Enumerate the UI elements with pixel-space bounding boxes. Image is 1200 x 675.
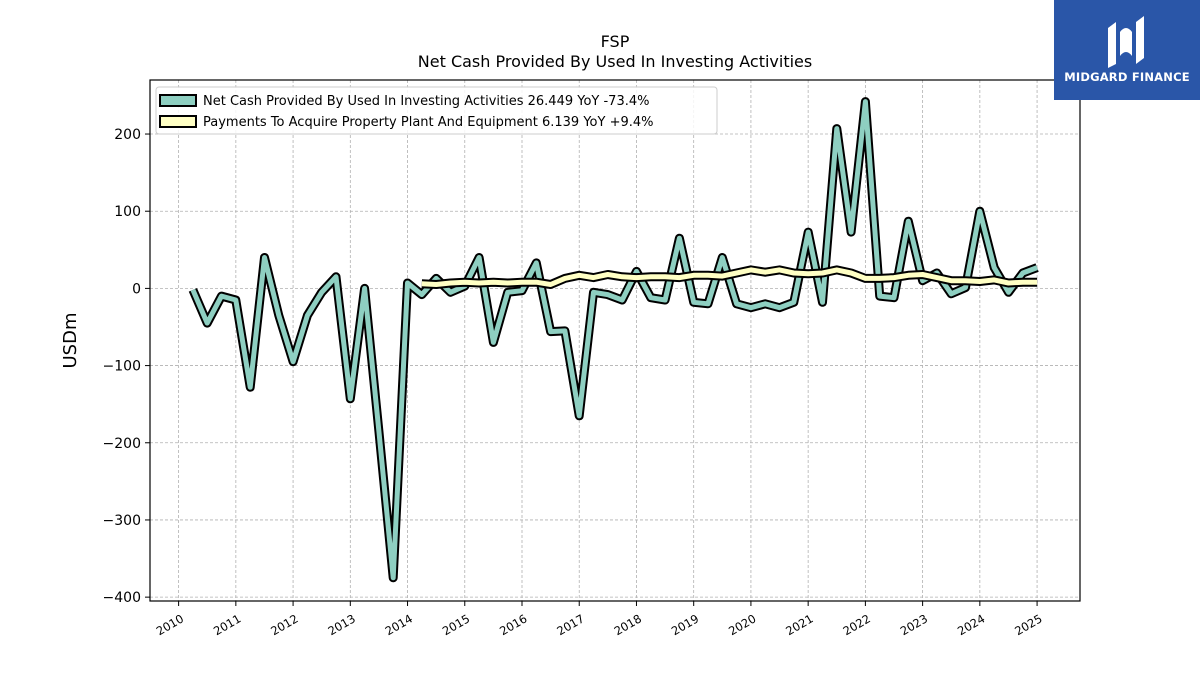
y-tick-label: 100: [114, 204, 141, 220]
series-line-0: [190, 99, 1038, 581]
x-tick-label: 2013: [325, 611, 357, 638]
x-tick-label: 2012: [268, 611, 300, 638]
x-tick-label: 2011: [211, 611, 243, 638]
brand-name: MIDGARD FINANCE: [1064, 70, 1190, 84]
x-tick-label: 2024: [955, 611, 987, 638]
brand-logo: MIDGARD FINANCE: [1054, 0, 1200, 100]
y-tick-label: 0: [132, 281, 141, 297]
chart-subtitle: Net Cash Provided By Used In Investing A…: [417, 52, 813, 71]
y-tick-label: −100: [103, 359, 141, 375]
plot-frame: [149, 79, 1081, 602]
y-tick-label: −200: [103, 436, 141, 452]
x-tick-label: 2016: [497, 611, 529, 638]
x-tick-label: 2015: [440, 611, 472, 638]
legend-swatch: [159, 94, 197, 107]
x-tick-label: 2014: [383, 611, 415, 638]
series-outline-0: [188, 97, 1039, 583]
legend-label: Net Cash Provided By Used In Investing A…: [203, 94, 649, 109]
legend-box: [155, 86, 718, 135]
legend-label: Payments To Acquire Property Plant And E…: [203, 115, 654, 130]
x-tick-label: 2019: [669, 611, 701, 638]
chart-title: FSP: [600, 32, 630, 51]
x-tick-label: 2025: [1012, 611, 1044, 638]
x-tick-label: 2018: [612, 611, 644, 638]
y-tick-label: −300: [103, 513, 141, 529]
x-tick-label: 2022: [841, 611, 873, 638]
y-tick-label: 200: [114, 127, 141, 143]
y-tick-label: −400: [103, 590, 141, 606]
legend-swatch: [159, 115, 197, 128]
y-axis-label: USDm: [60, 313, 81, 369]
series-line-1: [421, 267, 1038, 287]
x-tick-label: 2020: [726, 611, 758, 638]
legend: Net Cash Provided By Used In Investing A…: [155, 86, 718, 135]
x-tick-label: 2010: [154, 611, 186, 638]
x-tick-label: 2017: [554, 611, 586, 638]
x-tick-label: 2023: [898, 611, 930, 638]
brand-mark-icon: [1108, 16, 1144, 68]
x-tick-label: 2021: [783, 611, 815, 638]
